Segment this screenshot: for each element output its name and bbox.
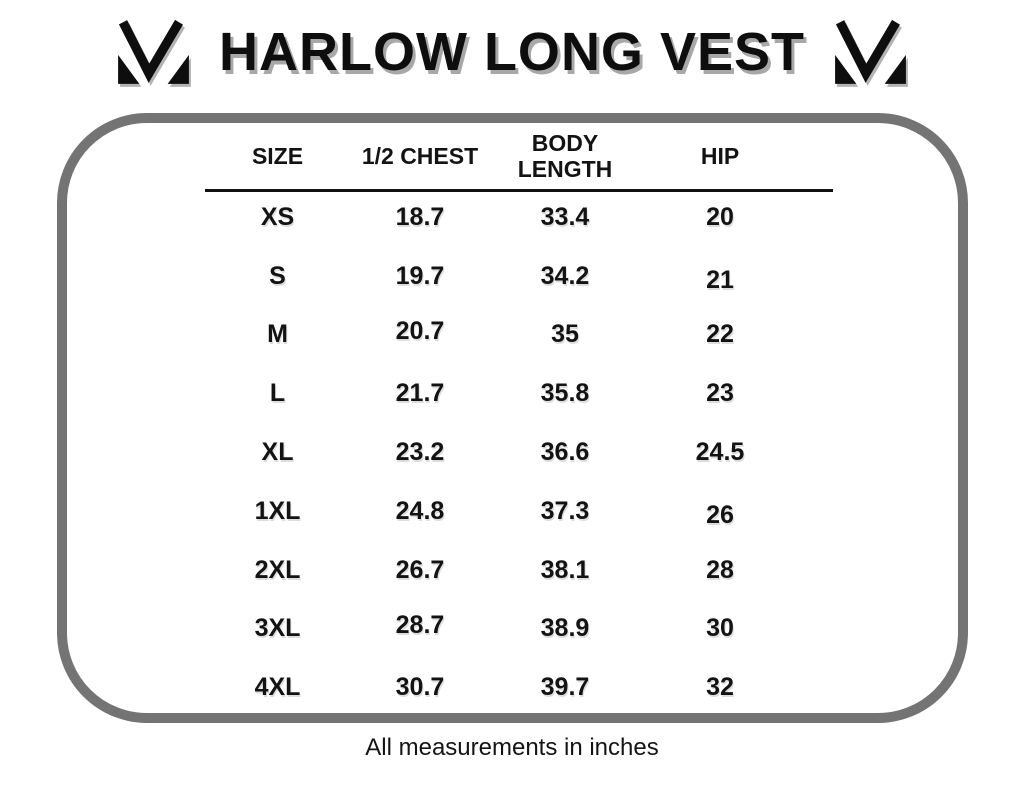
column-header-label: BODY LENGTH bbox=[517, 129, 613, 182]
size-label: 4XL bbox=[254, 673, 301, 702]
size-chart-panel: SIZE 1/2 CHEST BODY LENGTH HIP XS 18.7 33.4 20… bbox=[57, 113, 968, 723]
brand-logo-left bbox=[118, 18, 189, 86]
measurement-cell: 30 bbox=[706, 614, 734, 643]
size-label: S bbox=[269, 261, 286, 290]
table-row: 4XL 30.7 39.7 32 bbox=[205, 658, 800, 717]
measurement-cell: 39.7 bbox=[540, 673, 590, 702]
measurement-cell: 26.7 bbox=[395, 555, 445, 584]
table-row: M 20.7 35 22 bbox=[205, 306, 800, 365]
header-divider bbox=[205, 189, 833, 192]
measurement-cell: 22 bbox=[706, 320, 734, 349]
measurement-cell: 35.8 bbox=[540, 379, 590, 408]
measurement-cell: 26 bbox=[706, 500, 734, 529]
column-header-label: HIP bbox=[700, 142, 740, 169]
measurement-cell: 28.7 bbox=[395, 611, 445, 640]
size-label: 2XL bbox=[254, 555, 301, 584]
column-header-label: SIZE bbox=[251, 142, 304, 169]
column-header: SIZE bbox=[205, 125, 350, 187]
measurement-cell: 36.6 bbox=[540, 438, 590, 467]
measurement-cell: 28 bbox=[706, 555, 734, 584]
column-header: HIP bbox=[640, 125, 800, 187]
page-title: HARLOW LONG VEST bbox=[219, 22, 805, 82]
measurement-cell: 23 bbox=[706, 379, 734, 408]
column-header-label: 1/2 CHEST bbox=[361, 142, 479, 169]
measurement-cell: 23.2 bbox=[395, 438, 445, 467]
measurement-cell: 24.5 bbox=[695, 438, 745, 467]
measurement-cell: 19.7 bbox=[395, 261, 445, 290]
m-checkmark-icon bbox=[118, 19, 189, 84]
measurement-cell: 24.8 bbox=[395, 496, 445, 525]
table-row: 3XL 28.7 38.9 30 bbox=[205, 600, 800, 659]
size-label: M bbox=[267, 320, 288, 349]
measurement-cell: 37.3 bbox=[540, 496, 590, 525]
size-label: 1XL bbox=[254, 496, 301, 525]
measurement-cell: 33.4 bbox=[540, 202, 590, 231]
measurement-cell: 20 bbox=[706, 202, 734, 231]
m-checkmark-icon bbox=[835, 19, 906, 84]
measurement-cell: 30.7 bbox=[395, 673, 445, 702]
size-label: 3XL bbox=[254, 614, 301, 643]
size-label: XS bbox=[260, 202, 295, 231]
measurement-cell: 35 bbox=[551, 320, 579, 349]
brand-logo-right bbox=[835, 18, 906, 86]
table-row: XL 23.2 36.6 24.5 bbox=[205, 423, 800, 482]
table-row: 2XL 26.7 38.1 28 bbox=[205, 541, 800, 600]
table-row: XS 18.7 33.4 20 bbox=[205, 188, 800, 247]
measurement-cell: 21 bbox=[706, 265, 734, 294]
table-body: XS 18.7 33.4 20 S 19.7 34.2 21 M 20.7 35 22 L 21.7 35.… bbox=[205, 188, 800, 717]
measurement-cell: 20.7 bbox=[395, 317, 445, 346]
table-row: 1XL 24.8 37.3 26 bbox=[205, 482, 800, 541]
size-label: XL bbox=[261, 438, 294, 467]
header: HARLOW LONG VEST bbox=[0, 0, 1024, 104]
table-header-row: SIZE 1/2 CHEST BODY LENGTH HIP bbox=[205, 125, 800, 187]
measurement-cell: 32 bbox=[706, 673, 734, 702]
table-row: S 19.7 34.2 21 bbox=[205, 247, 800, 306]
measurement-cell: 21.7 bbox=[395, 379, 445, 408]
column-header: 1/2 CHEST bbox=[350, 125, 490, 187]
measurement-cell: 38.9 bbox=[540, 614, 590, 643]
table-row: L 21.7 35.8 23 bbox=[205, 364, 800, 423]
measurement-cell: 34.2 bbox=[540, 261, 590, 290]
column-header: BODY LENGTH bbox=[490, 125, 640, 187]
measurements-note: All measurements in inches bbox=[365, 734, 659, 761]
measurement-cell: 18.7 bbox=[395, 202, 445, 231]
measurement-cell: 38.1 bbox=[540, 555, 590, 584]
size-label: L bbox=[269, 379, 286, 408]
